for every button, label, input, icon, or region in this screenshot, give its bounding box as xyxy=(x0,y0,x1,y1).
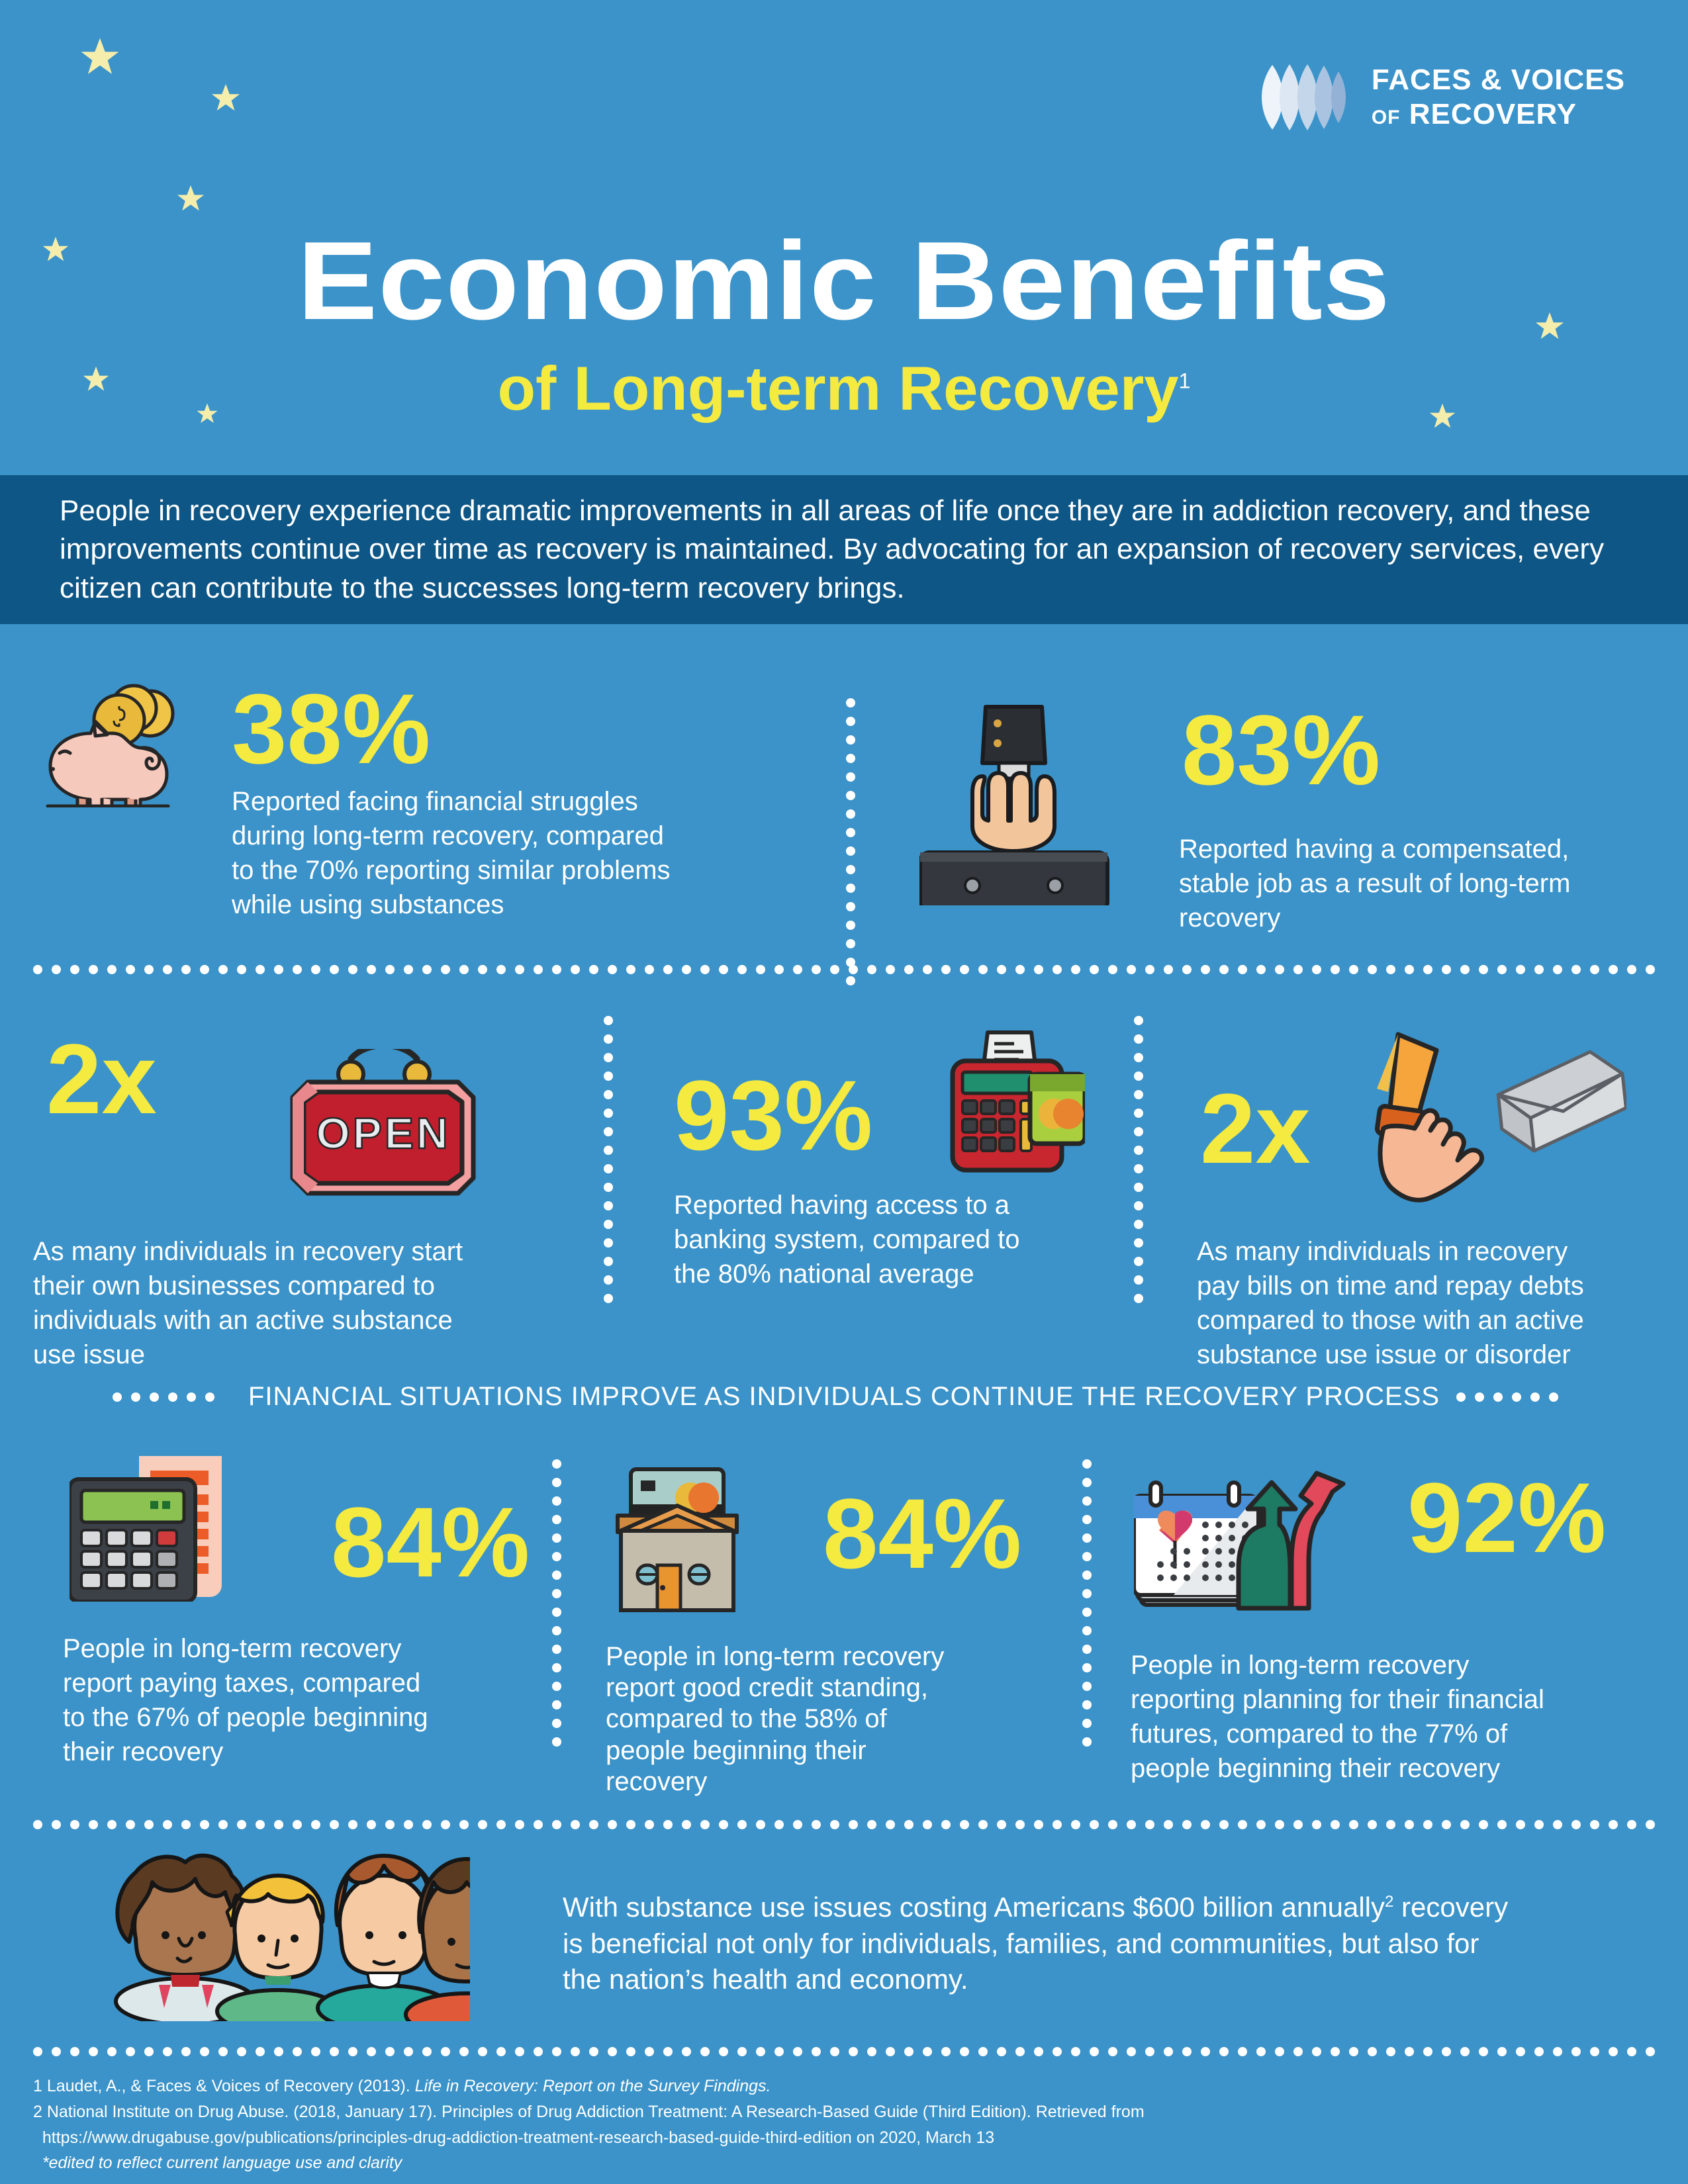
svg-text:OPEN: OPEN xyxy=(316,1109,450,1158)
